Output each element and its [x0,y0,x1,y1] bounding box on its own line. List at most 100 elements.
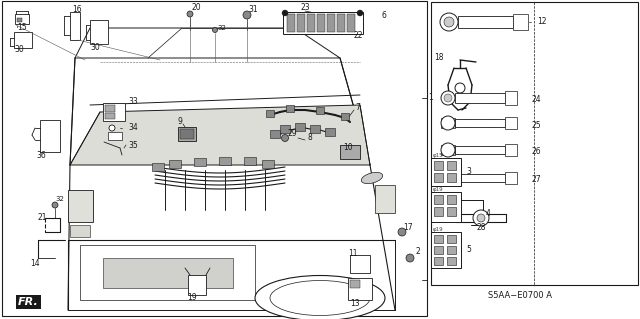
Bar [340,145,360,159]
Bar [347,14,355,32]
Text: 12: 12 [537,18,547,26]
Bar [431,192,461,222]
Polygon shape [75,28,340,58]
Bar [266,110,274,117]
Bar [505,172,517,184]
Circle shape [441,116,455,130]
Circle shape [477,214,485,222]
Circle shape [444,94,452,102]
Circle shape [441,171,455,185]
Bar [194,158,206,166]
Bar [505,144,517,156]
Bar [447,207,456,216]
Bar [447,161,456,170]
Bar [103,103,125,121]
Bar [152,163,164,171]
Text: S5AA−E0700 A: S5AA−E0700 A [488,291,552,300]
Bar [180,129,194,139]
Bar [513,14,528,30]
Text: 27: 27 [531,175,541,184]
Bar [317,14,325,32]
Text: 6: 6 [381,11,387,19]
Circle shape [441,91,455,105]
Bar [287,14,295,32]
Text: 32: 32 [56,196,65,202]
Bar [70,225,90,237]
Bar [455,119,505,127]
Bar [105,105,115,112]
Bar [108,132,122,140]
Circle shape [109,125,115,131]
Bar [431,2,638,285]
Bar [447,235,456,243]
Bar [90,20,108,44]
Polygon shape [70,105,370,165]
Bar [455,174,505,182]
Text: φ15: φ15 [433,152,444,158]
Text: 2: 2 [416,248,420,256]
Bar [441,118,455,128]
Bar [348,278,372,300]
Text: 34: 34 [128,123,138,132]
Text: 9: 9 [177,117,182,127]
Circle shape [440,13,458,31]
Text: 5: 5 [466,246,471,255]
Circle shape [357,10,363,16]
Bar [310,125,320,133]
Ellipse shape [255,276,385,319]
Bar [68,190,93,222]
Bar [17,18,22,22]
Bar [341,113,349,120]
Text: FR.: FR. [18,297,39,307]
Text: 22: 22 [353,31,363,40]
Text: 1: 1 [428,93,433,102]
Bar [307,14,315,32]
Bar [505,91,517,105]
Bar [262,160,274,168]
Bar [431,158,461,186]
Bar [280,125,290,133]
Text: 13: 13 [350,299,360,308]
Text: 8: 8 [308,133,312,143]
Text: 36: 36 [36,151,45,160]
Bar [447,195,456,204]
Text: φ19: φ19 [433,187,444,191]
Bar [188,275,206,295]
Bar [458,16,513,28]
Text: 23: 23 [300,4,310,12]
Circle shape [187,11,193,17]
Bar [350,255,370,273]
Circle shape [282,10,288,16]
Text: 14: 14 [30,258,40,268]
Bar [297,14,305,32]
Text: 24: 24 [531,95,541,105]
Bar [434,173,443,182]
Circle shape [473,210,489,226]
Ellipse shape [362,172,383,184]
Bar [337,14,345,32]
Text: φ19: φ19 [433,226,444,232]
Bar [178,127,196,141]
Circle shape [212,27,218,33]
Text: 10: 10 [343,144,353,152]
Bar [244,157,256,165]
Text: 21: 21 [38,213,47,222]
Bar [325,128,335,136]
Text: 20: 20 [191,4,201,12]
Bar [270,130,280,138]
Bar [375,185,395,213]
Text: 17: 17 [403,224,413,233]
Text: 4: 4 [486,209,491,218]
Text: 7: 7 [356,103,360,113]
Text: 16: 16 [72,5,82,14]
Circle shape [444,17,454,27]
Bar [283,12,363,34]
Bar [447,246,456,254]
Text: 18: 18 [435,54,444,63]
Circle shape [52,202,58,208]
Bar [40,120,60,152]
Bar [434,257,443,265]
Text: 26: 26 [531,147,541,157]
Bar [105,113,115,119]
Text: 28: 28 [476,224,486,233]
